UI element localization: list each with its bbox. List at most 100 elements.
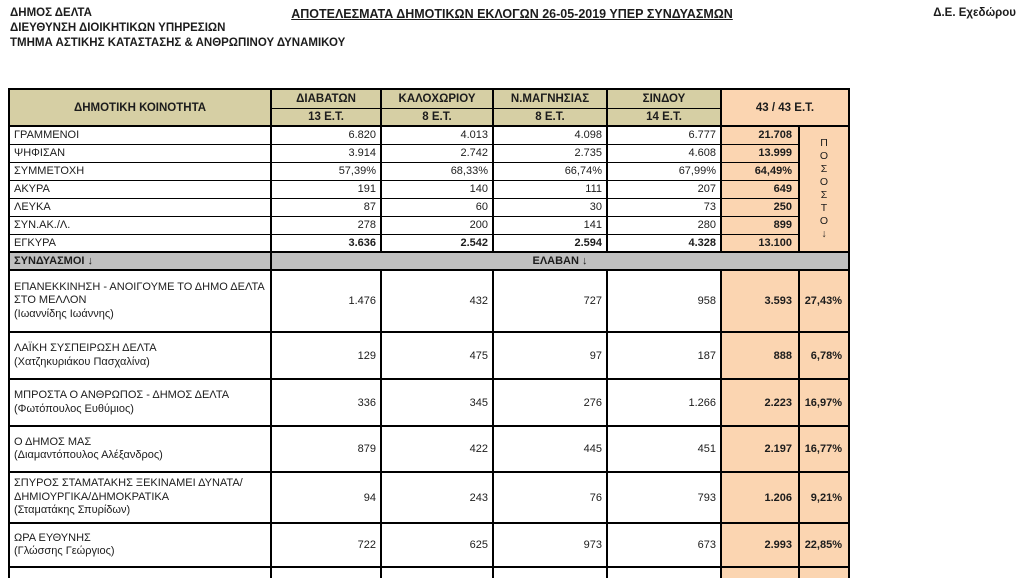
stat-label: ΨΗΦΙΣΑΝ xyxy=(8,143,272,163)
stat-value: 2.594 xyxy=(492,233,608,253)
coalition-leader: (Γλώσσης Γεώργιος) xyxy=(14,545,115,557)
stat-value: 30 xyxy=(492,197,608,217)
stat-label: ΓΡΑΜΜΕΝΟΙ xyxy=(8,125,272,145)
header-row-districts: ΔΗΜΟΤΙΚΗ ΚΟΙΝΟΤΗΤΑ ΔΙΑΒΑΤΩΝ ΚΑΛΟΧΩΡΙΟΥ Ν… xyxy=(8,88,850,127)
coalition-name: ΜΠΡΟΣΤΑ Ο ΑΝΘΡΩΠΟΣ - ΔΗΜΟΣ ΔΕΛΤΑ xyxy=(14,389,230,401)
coalition-value: 345 xyxy=(380,378,494,427)
percent-column-header: Π Ο Σ Ο Σ Τ Ο ↓ xyxy=(798,125,850,253)
table-header: ΔΗΜΟΤΙΚΗ ΚΟΙΝΟΤΗΤΑ ΔΙΑΒΑΤΩΝ ΚΑΛΟΧΩΡΙΟΥ Ν… xyxy=(8,88,850,127)
stat-value: 207 xyxy=(606,179,722,199)
stat-total: 899 xyxy=(720,215,800,235)
coalition-leader: (Χατζηκυριάκου Πασχαλίνα) xyxy=(14,355,150,368)
coalition-row: ΩΡΑ ΕΥΘΥΝΗΣ (Γλώσσης Γεώργιος) 722 625 973 67… xyxy=(8,522,850,568)
cutoff-cell xyxy=(720,566,800,578)
coalitions-section: ΕΠΑΝΕΚΚΙΝΗΣΗ - ΑΝΟΙΓΟΥΜΕ ΤΟ ΔΗΜΟ ΔΕΛΤΑ Σ… xyxy=(8,269,850,568)
cutoff-cell xyxy=(492,566,608,578)
coalition-percent: 16,97% xyxy=(798,378,850,427)
stats-row: ΣΥΝ.ΑΚ./Λ. 278 200 141 280 899 xyxy=(8,215,849,235)
coalition-row: ΜΠΡΟΣΤΑ Ο ΑΝΘΡΩΠΟΣ - ΔΗΜΟΣ ΔΕΛΤΑ (Φωτόπου… xyxy=(8,378,850,427)
coalition-row: ΛΑΪΚΗ ΣΥΣΠΕΙΡΩΣΗ ΔΕΛΤΑ (Χατζηκυριάκου Πασ… xyxy=(8,331,850,380)
stat-label: ΑΚΥΡΑ xyxy=(8,179,272,199)
stat-label: ΕΓΚΥΡΑ xyxy=(8,233,272,253)
stat-value: 3.636 xyxy=(270,233,382,253)
coalition-value: 276 xyxy=(492,378,608,427)
stat-value: 280 xyxy=(606,215,722,235)
coalition-total: 1.206 xyxy=(720,471,800,524)
header-row-stations: 13 Ε.Τ. 8 Ε.Τ. 8 Ε.Τ. 14 Ε.Τ. xyxy=(9,107,849,127)
stations-diavata: 13 Ε.Τ. xyxy=(270,107,382,127)
coalition-value: 625 xyxy=(380,522,494,568)
column-header-diavata: ΔΙΑΒΑΤΩΝ xyxy=(270,88,382,109)
coalition-value: 793 xyxy=(606,471,722,524)
coalition-value: 187 xyxy=(606,331,722,380)
stats-row: ΛΕΥΚΑ 87 60 30 73 250 xyxy=(8,197,849,217)
coalition-total: 2.223 xyxy=(720,378,800,427)
coalition-total: 888 xyxy=(720,331,800,380)
coalition-row: Ο ΔΗΜΟΣ ΜΑΣ (Διαμαντόπουλος Αλέξανδρος) 87… xyxy=(8,425,850,473)
coalition-percent: 27,43% xyxy=(798,269,850,333)
stat-value: 140 xyxy=(380,179,494,199)
coalition-leader: (Σταματάκης Σπυρίδων) xyxy=(14,504,131,517)
coalition-name-cell: ΩΡΑ ΕΥΘΥΝΗΣ (Γλώσσης Γεώργιος) xyxy=(8,522,272,568)
coalition-value: 1.476 xyxy=(270,269,382,333)
stat-total: 13.999 xyxy=(720,143,800,163)
coalition-percent: 9,21% xyxy=(798,471,850,524)
coalition-value: 94 xyxy=(270,471,382,524)
stats-row: ΕΓΚΥΡΑ 3.636 2.542 2.594 4.328 13.100 xyxy=(8,233,849,253)
stat-value: 3.914 xyxy=(270,143,382,163)
stations-sindos: 14 Ε.Τ. xyxy=(606,107,722,127)
coalition-total: 2.197 xyxy=(720,425,800,473)
municipal-unit-label: Δ.Ε. Εχεδώρου xyxy=(933,7,1016,19)
coalition-name-cell: ΛΑΪΚΗ ΣΥΣΠΕΙΡΩΣΗ ΔΕΛΤΑ (Χατζηκυριάκου Πασ… xyxy=(8,331,272,380)
stat-value: 2.735 xyxy=(492,143,608,163)
column-header-total-stations: 43 / 43 Ε.Τ. xyxy=(720,88,850,127)
stat-total: 13.100 xyxy=(720,233,800,253)
coalition-name: ΕΠΑΝΕΚΚΙΝΗΣΗ - ΑΝΟΙΓΟΥΜΕ ΤΟ ΔΗΜΟ ΔΕΛΤΑ Σ… xyxy=(14,280,265,307)
coalition-name-cell: ΣΠΥΡΟΣ ΣΤΑΜΑΤΑΚΗΣ ΞΕΚΙΝΑΜΕΙ ΔΥΝΑΤΑ/ΔΗΜΙΟ… xyxy=(8,471,272,524)
stat-value: 4.328 xyxy=(606,233,722,253)
coalition-percent: 16,77% xyxy=(798,425,850,473)
stat-total: 649 xyxy=(720,179,800,199)
coalition-row: ΣΠΥΡΟΣ ΣΤΑΜΑΤΑΚΗΣ ΞΕΚΙΝΑΜΕΙ ΔΥΝΑΤΑ/ΔΗΜΙΟ… xyxy=(8,471,850,524)
coalition-percent: 22,85% xyxy=(798,522,850,568)
stat-label: ΛΕΥΚΑ xyxy=(8,197,272,217)
coalition-value: 958 xyxy=(606,269,722,333)
stats-row: ΓΡΑΜΜΕΝΟΙ 6.820 4.013 4.098 6.777 21.708 Π Ο Σ Ο Σ… xyxy=(8,125,850,253)
stats-row: ΨΗΦΙΣΑΝ 3.914 2.742 2.735 4.608 13.999 xyxy=(8,143,849,163)
stat-value: 67,99% xyxy=(606,161,722,181)
coalition-name: ΩΡΑ ΕΥΘΥΝΗΣ xyxy=(14,531,91,544)
column-header-sindos: ΣΙΝΔΟΥ xyxy=(606,88,722,109)
stat-value: 278 xyxy=(270,215,382,235)
stat-value: 6.777 xyxy=(606,125,722,145)
received-votes-label: ΕΛΑΒΑΝ ↓ xyxy=(270,251,850,271)
coalition-name: Ο ΔΗΜΟΣ ΜΑΣ xyxy=(14,435,92,448)
org-line-1: ΔΗΜΟΣ ΔΕΛΤΑ xyxy=(10,7,92,19)
stat-value: 2.742 xyxy=(380,143,494,163)
results-table: ΔΗΜΟΤΙΚΗ ΚΟΙΝΟΤΗΤΑ ΔΙΑΒΑΤΩΝ ΚΑΛΟΧΩΡΙΟΥ Ν… xyxy=(8,88,850,578)
stat-value: 73 xyxy=(606,197,722,217)
stat-value: 4.608 xyxy=(606,143,722,163)
coalition-name-cell: Ο ΔΗΜΟΣ ΜΑΣ (Διαμαντόπουλος Αλέξανδρος) xyxy=(8,425,272,473)
stat-value: 66,74% xyxy=(492,161,608,181)
coalition-value: 722 xyxy=(270,522,382,568)
coalition-name: ΣΠΥΡΟΣ ΣΤΑΜΑΤΑΚΗΣ ΞΕΚΙΝΑΜΕΙ ΔΥΝΑΤΑ/ΔΗΜΙΟ… xyxy=(14,477,243,503)
stat-value: 200 xyxy=(380,215,494,235)
org-line-2: ΔΙΕΥΘΥΝΣΗ ΔΙΟΙΚΗΤΙΚΩΝ ΥΠΗΡΕΣΙΩΝ xyxy=(10,22,226,34)
percent-vertical-label: Π Ο Σ Ο Σ Τ Ο ↓ xyxy=(819,137,829,240)
statistics-section: ΓΡΑΜΜΕΝΟΙ 6.820 4.013 4.098 6.777 21.708 Π Ο Σ Ο Σ… xyxy=(8,125,850,253)
cutoff-cell xyxy=(8,566,272,578)
coalition-value: 432 xyxy=(380,269,494,333)
coalition-total: 2.993 xyxy=(720,522,800,568)
cutoff-section xyxy=(8,566,850,578)
stats-row: ΣΥΜΜΕΤΟΧΗ 57,39% 68,33% 66,74% 67,99% 64,49% xyxy=(8,161,849,181)
stat-label: ΣΥΝ.ΑΚ./Λ. xyxy=(8,215,272,235)
cutoff-cell xyxy=(798,566,850,578)
coalition-value: 673 xyxy=(606,522,722,568)
coalition-leader: (Διαμαντόπουλος Αλέξανδρος) xyxy=(14,449,163,461)
coalition-value: 879 xyxy=(270,425,382,473)
coalitions-section-label: ΣΥΝΔΥΑΣΜΟΙ ↓ xyxy=(8,251,272,271)
stat-value: 87 xyxy=(270,197,382,217)
coalition-value: 422 xyxy=(380,425,494,473)
cutoff-row xyxy=(8,566,850,578)
